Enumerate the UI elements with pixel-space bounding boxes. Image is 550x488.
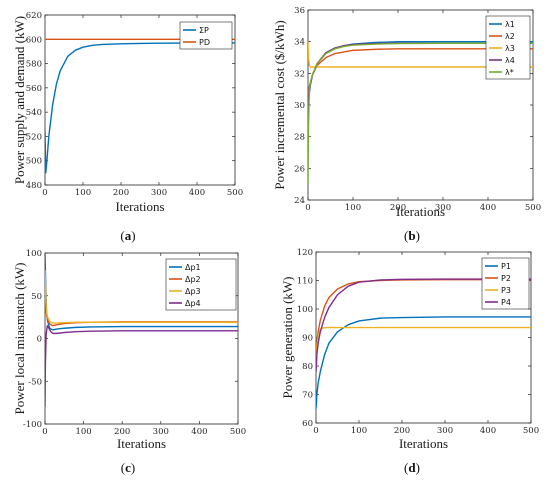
series-line-λ* [308,42,533,185]
y-axis-label: Power local miasmatch (kW) [12,263,27,415]
series-line-Δp4 [45,324,238,407]
x-tick-label: 100 [75,188,91,198]
x-tick-label: 200 [390,203,406,213]
y-tick-label: 480 [26,181,42,191]
y-tick-label: 70 [302,391,313,401]
x-tick-label: 0 [42,427,47,437]
x-tick-label: 300 [151,188,167,198]
y-tick-label: 80 [302,362,313,372]
legend-label: PD [199,38,210,47]
y-tick-label: 560 [26,84,42,94]
x-tick-label: 500 [230,427,246,437]
x-tick-label: 0 [305,203,310,213]
panel-caption: (c) [121,460,135,475]
x-tick-label: 400 [189,188,205,198]
legend-label: λ3 [505,44,515,53]
panel-b: 0 100 200 300 400 500 24 26 28 30 32 34 36 λ1 λ2 λ3 λ4 λ*… [272,6,541,243]
y-tick-label: 110 [297,277,313,287]
y-tick-label: -50 [28,377,42,387]
series-line-λ3 [308,41,533,68]
legend-label: P2 [501,274,511,283]
y-axis-label: Power supply and demand (kW) [12,16,27,184]
y-tick-label: 100 [26,249,42,259]
y-tick-label: 0 [37,335,42,345]
legend-label: λ1 [505,20,515,29]
y-tick-label: 540 [26,108,42,118]
panel-caption: (a) [120,228,135,243]
x-tick-label: 100 [351,426,367,436]
legend-box [179,21,233,50]
x-tick-label: 500 [227,188,243,198]
y-tick-label: 600 [26,35,42,45]
x-tick-label: 400 [480,426,496,436]
y-tick-label: 32 [294,69,305,79]
x-axis-label: Iterations [399,436,448,451]
x-tick-label: 300 [437,426,453,436]
x-tick-label: 500 [525,203,541,213]
y-tick-label: 28 [294,133,305,143]
x-tick-label: 0 [42,188,47,198]
x-tick-label: 500 [523,426,539,436]
legend-label: P4 [501,298,511,307]
y-tick-label: 30 [294,101,305,111]
y-tick-label: 500 [26,157,42,167]
legend-label: ΣP [199,26,209,35]
x-tick-label: 200 [114,427,130,437]
y-tick-label: 520 [26,132,42,142]
legend-label: λ2 [505,32,515,41]
y-tick-label: 60 [302,419,313,429]
panel-d: 0 100 200 300 400 500 60 70 80 90 100 110 120 P1 P2 P3 P… [280,248,539,475]
x-tick-label: 300 [153,427,169,437]
y-tick-label: 36 [294,6,305,16]
x-axis-label: Iterations [117,436,166,451]
y-tick-label: 620 [26,11,42,21]
legend-label: Δp1 [185,263,201,272]
panel-caption: (d) [404,460,420,475]
y-tick-label: 24 [294,196,305,206]
x-tick-label: 0 [313,426,318,436]
y-tick-label: 580 [26,60,42,70]
x-tick-label: 400 [191,427,207,437]
series-line-P3 [316,326,531,372]
x-tick-label: 200 [113,188,129,198]
y-tick-label: -100 [23,420,42,430]
legend-label: Δp2 [185,275,201,284]
y-axis-label: Power generation (kW) [280,276,295,398]
panel-a: 0 100 200 300 400 500 480 500 520 540 560 580 600 620… [12,11,243,243]
legend-label: λ* [505,68,514,77]
series-line-Δp3 [45,270,238,324]
series-line-ΣP [45,42,235,174]
series-line-P1 [316,316,531,409]
x-tick-label: 300 [435,203,451,213]
legend-label: P1 [501,262,511,271]
x-tick-label: 400 [480,203,496,213]
panel-c: 0 100 200 300 400 500 -100 -50 0 50 100 Δp1 Δp2 Δp3 Δp… [12,249,246,475]
series-line-P4 [316,278,531,372]
legend-label: Δp3 [185,287,201,296]
legend-label: Δp4 [185,299,201,308]
x-axis-label: Iterations [396,204,445,219]
x-tick-label: 100 [75,427,91,437]
series-group [316,278,531,409]
y-tick-label: 100 [297,305,313,315]
y-tick-label: 120 [297,248,313,258]
y-tick-label: 34 [294,38,305,48]
y-tick-label: 50 [31,292,42,302]
legend-label: λ4 [505,56,515,65]
series-group [45,253,238,407]
x-tick-label: 200 [394,426,410,436]
y-tick-label: 90 [302,334,313,344]
panel-caption: (b) [404,228,420,243]
y-axis-label: Power incremental cost ($/kWh) [272,20,287,189]
x-tick-label: 100 [345,203,361,213]
y-tick-label: 26 [294,164,305,174]
x-axis-label: Iterations [115,199,164,214]
legend-label: P3 [501,286,511,295]
series-group [308,40,533,185]
